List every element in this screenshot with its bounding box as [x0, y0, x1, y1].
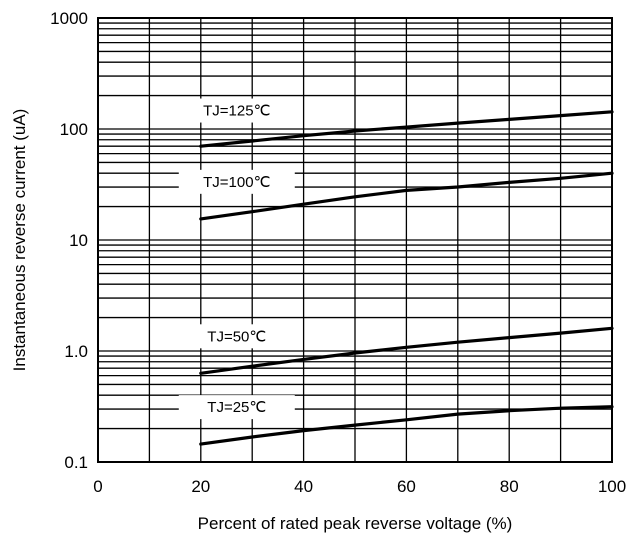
x-tick-label: 60	[397, 477, 416, 496]
y-tick-label: 10	[69, 231, 88, 250]
series-label: TJ=50℃	[207, 328, 266, 345]
y-tick-label: 100	[60, 120, 88, 139]
series-label: TJ=100℃	[203, 174, 270, 191]
series-label-background	[178, 169, 295, 194]
x-tick-label: 40	[294, 477, 313, 496]
series-line	[199, 326, 614, 375]
y-tick-label: 1.0	[64, 342, 88, 361]
x-tick-label: 20	[191, 477, 210, 496]
series-labels: TJ=125℃ TJ=100℃ TJ=50℃ TJ=25℃	[178, 98, 295, 420]
tick-labels: 0 20 40 60 80 100 0.1 1.0 10 100 1000	[50, 9, 626, 496]
x-tick-label: 80	[500, 477, 519, 496]
series-label: TJ=125℃	[203, 103, 270, 120]
series-label: TJ=25℃	[207, 399, 266, 416]
grid	[98, 18, 612, 462]
series-label-background	[178, 98, 295, 123]
series-line	[199, 405, 614, 446]
plot-frame	[97, 17, 613, 463]
series-label-background	[178, 395, 295, 420]
x-tick-label: 0	[93, 477, 102, 496]
series-line	[199, 171, 614, 221]
y-axis-title: Instantaneous reverse current (uA)	[10, 109, 29, 372]
series-label-background	[178, 324, 295, 349]
y-tick-label: 1000	[50, 9, 88, 28]
x-axis-title: Percent of rated peak reverse voltage (%…	[198, 514, 513, 533]
series-lines	[199, 110, 614, 446]
x-tick-label: 100	[598, 477, 626, 496]
series-line	[199, 110, 614, 148]
y-tick-label: 0.1	[64, 453, 88, 472]
